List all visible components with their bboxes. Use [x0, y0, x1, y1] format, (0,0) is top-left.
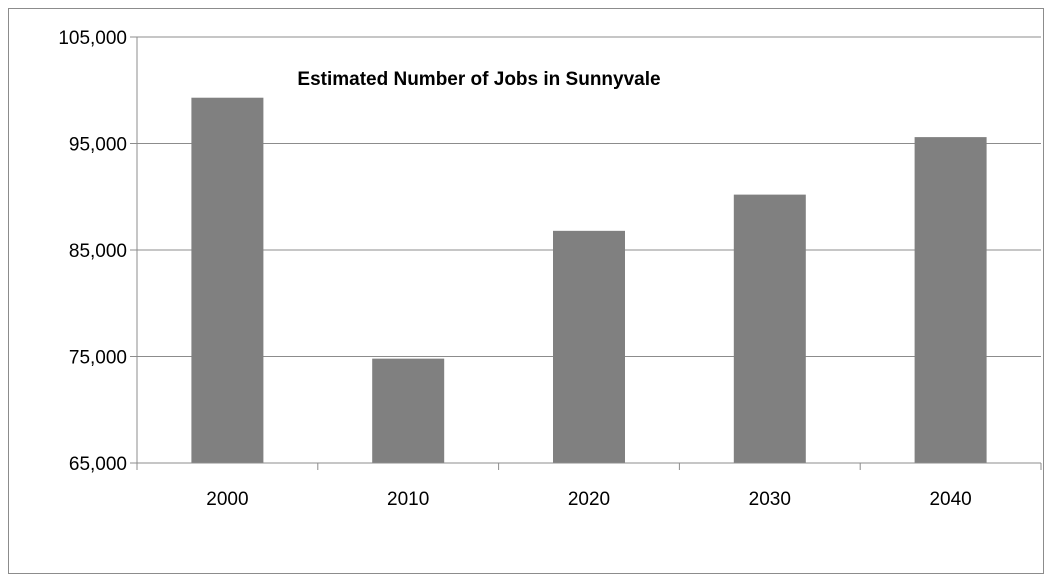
bar	[914, 137, 987, 464]
bar	[553, 230, 625, 463]
x-tick-label: 2000	[206, 489, 248, 510]
bar-chart: 65,000 75,000 85,000 95,000 105,000 2000 2010 2…	[58, 28, 1042, 510]
y-tick-label: 85,000	[69, 241, 127, 262]
chart-area: 65,000 75,000 85,000 95,000 105,000 2000 2010 2…	[8, 8, 1044, 574]
bar	[372, 358, 445, 463]
y-tick-label: 95,000	[69, 135, 127, 156]
bar	[733, 194, 806, 463]
x-tick-label: 2030	[749, 489, 791, 510]
y-tick-label: 75,000	[69, 348, 127, 369]
chart-title: Estimated Number of Jobs in Sunnyvale	[297, 69, 660, 90]
y-tick-label: 105,000	[58, 28, 127, 49]
x-tick-label: 2010	[387, 489, 429, 510]
x-tick-label: 2040	[929, 489, 971, 510]
bar	[191, 97, 264, 463]
y-tick-label: 65,000	[69, 454, 127, 475]
x-tick-label: 2020	[568, 489, 610, 510]
